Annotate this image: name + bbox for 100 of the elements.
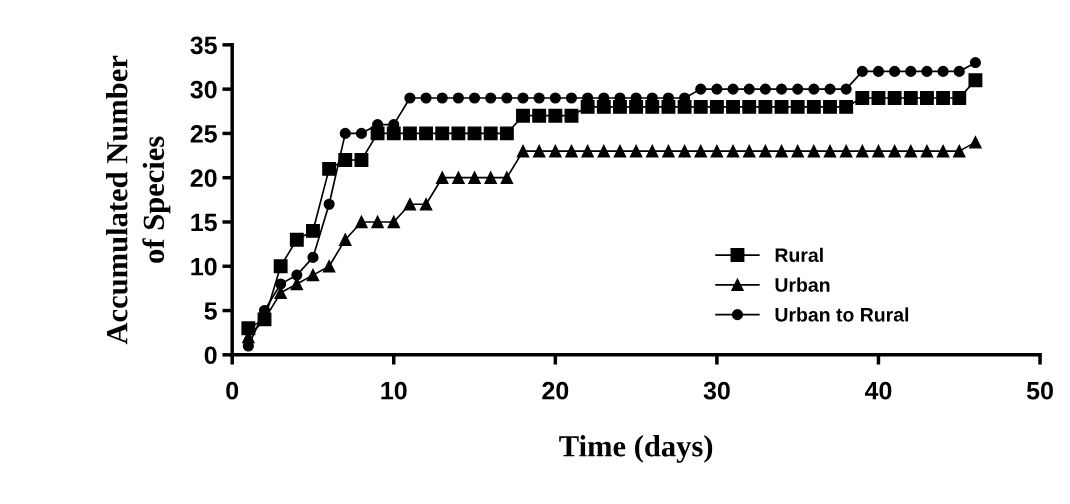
y-tick-label: 5	[204, 302, 217, 320]
point	[565, 92, 578, 104]
point	[307, 251, 319, 263]
point	[354, 153, 369, 167]
point	[629, 144, 643, 158]
point	[403, 198, 417, 211]
point	[500, 171, 514, 184]
point	[323, 198, 335, 210]
point	[516, 144, 530, 158]
legend-label: Urban to Rural	[775, 307, 909, 322]
point	[953, 144, 966, 158]
point	[905, 65, 917, 77]
point	[483, 126, 498, 141]
point	[775, 83, 788, 95]
point	[596, 99, 611, 114]
point	[289, 232, 304, 247]
point	[969, 57, 981, 69]
point	[952, 91, 967, 105]
point	[742, 99, 757, 114]
point	[565, 144, 578, 158]
point	[807, 144, 821, 158]
point	[921, 65, 933, 77]
x-axis-title: Time (days)	[559, 435, 713, 463]
point	[549, 92, 561, 104]
point	[759, 83, 771, 95]
legend-label: Rural	[775, 247, 823, 263]
point	[678, 144, 691, 158]
point	[790, 99, 805, 114]
point	[420, 92, 432, 104]
point	[855, 91, 870, 105]
point	[275, 278, 287, 290]
x-tick-label: 50	[1026, 381, 1053, 400]
point	[581, 144, 594, 158]
point	[499, 126, 514, 141]
point	[856, 144, 869, 158]
point	[872, 144, 885, 158]
point	[564, 108, 579, 123]
point	[919, 91, 934, 105]
point	[791, 144, 804, 158]
point	[355, 127, 368, 139]
point	[711, 83, 723, 95]
point	[662, 144, 675, 158]
point	[549, 144, 562, 158]
point	[806, 99, 821, 114]
point	[839, 144, 853, 158]
point	[936, 144, 950, 158]
point	[953, 65, 965, 77]
point	[695, 83, 707, 95]
point	[904, 144, 918, 158]
point	[532, 108, 547, 123]
point	[903, 91, 918, 105]
point	[758, 99, 773, 114]
point	[742, 144, 756, 158]
point	[306, 268, 320, 282]
point	[419, 198, 433, 211]
point	[775, 144, 788, 158]
point	[274, 286, 287, 300]
point	[743, 83, 755, 95]
point	[467, 126, 482, 141]
point	[419, 126, 434, 141]
point	[823, 99, 837, 114]
point	[452, 171, 465, 184]
y-tick-label: 20	[190, 169, 217, 187]
point	[613, 144, 627, 158]
point	[920, 144, 934, 158]
x-tick-label: 30	[703, 381, 730, 400]
point	[339, 127, 351, 139]
point	[693, 99, 708, 114]
point	[501, 92, 513, 104]
point	[485, 92, 497, 104]
point	[856, 65, 868, 77]
point	[371, 215, 384, 229]
point	[887, 91, 902, 105]
x-tick-label: 40	[864, 381, 892, 400]
point	[404, 92, 416, 104]
point	[387, 215, 401, 229]
point	[694, 144, 707, 158]
point	[727, 83, 739, 95]
point	[532, 144, 546, 158]
point	[597, 144, 611, 158]
point	[823, 144, 837, 158]
point	[759, 144, 772, 158]
point	[484, 171, 497, 184]
point	[435, 126, 450, 141]
point	[402, 126, 417, 141]
point	[306, 223, 320, 238]
point	[290, 277, 304, 291]
y-tick-label: 30	[190, 80, 217, 99]
point	[468, 171, 481, 184]
point	[517, 92, 529, 104]
point	[533, 92, 545, 104]
point	[451, 126, 466, 141]
point	[452, 92, 464, 104]
point	[516, 108, 530, 123]
point	[889, 65, 901, 77]
point	[709, 99, 724, 114]
point	[291, 269, 303, 281]
point	[548, 108, 563, 123]
point	[888, 144, 901, 158]
point	[613, 99, 627, 114]
